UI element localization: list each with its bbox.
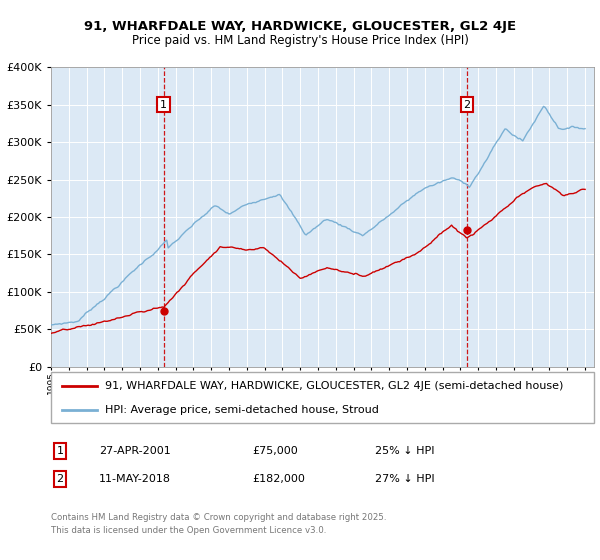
Text: 27% ↓ HPI: 27% ↓ HPI <box>375 474 434 484</box>
Text: 27-APR-2001: 27-APR-2001 <box>99 446 171 456</box>
Text: 1: 1 <box>160 100 167 110</box>
Text: 2: 2 <box>56 474 64 484</box>
Text: 2: 2 <box>464 100 470 110</box>
Text: 1: 1 <box>56 446 64 456</box>
Text: 91, WHARFDALE WAY, HARDWICKE, GLOUCESTER, GL2 4JE (semi-detached house): 91, WHARFDALE WAY, HARDWICKE, GLOUCESTER… <box>106 380 563 390</box>
Text: £182,000: £182,000 <box>252 474 305 484</box>
Text: £75,000: £75,000 <box>252 446 298 456</box>
Text: 91, WHARFDALE WAY, HARDWICKE, GLOUCESTER, GL2 4JE: 91, WHARFDALE WAY, HARDWICKE, GLOUCESTER… <box>84 20 516 32</box>
Text: Contains HM Land Registry data © Crown copyright and database right 2025.: Contains HM Land Registry data © Crown c… <box>51 513 386 522</box>
Text: 25% ↓ HPI: 25% ↓ HPI <box>375 446 434 456</box>
Text: 11-MAY-2018: 11-MAY-2018 <box>99 474 171 484</box>
Text: HPI: Average price, semi-detached house, Stroud: HPI: Average price, semi-detached house,… <box>106 405 379 415</box>
Text: This data is licensed under the Open Government Licence v3.0.: This data is licensed under the Open Gov… <box>51 526 326 535</box>
Text: Price paid vs. HM Land Registry's House Price Index (HPI): Price paid vs. HM Land Registry's House … <box>131 34 469 46</box>
